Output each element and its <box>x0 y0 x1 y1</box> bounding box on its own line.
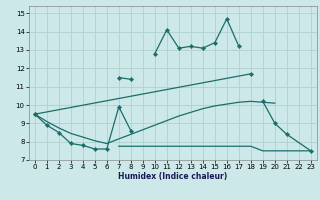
X-axis label: Humidex (Indice chaleur): Humidex (Indice chaleur) <box>118 172 228 181</box>
